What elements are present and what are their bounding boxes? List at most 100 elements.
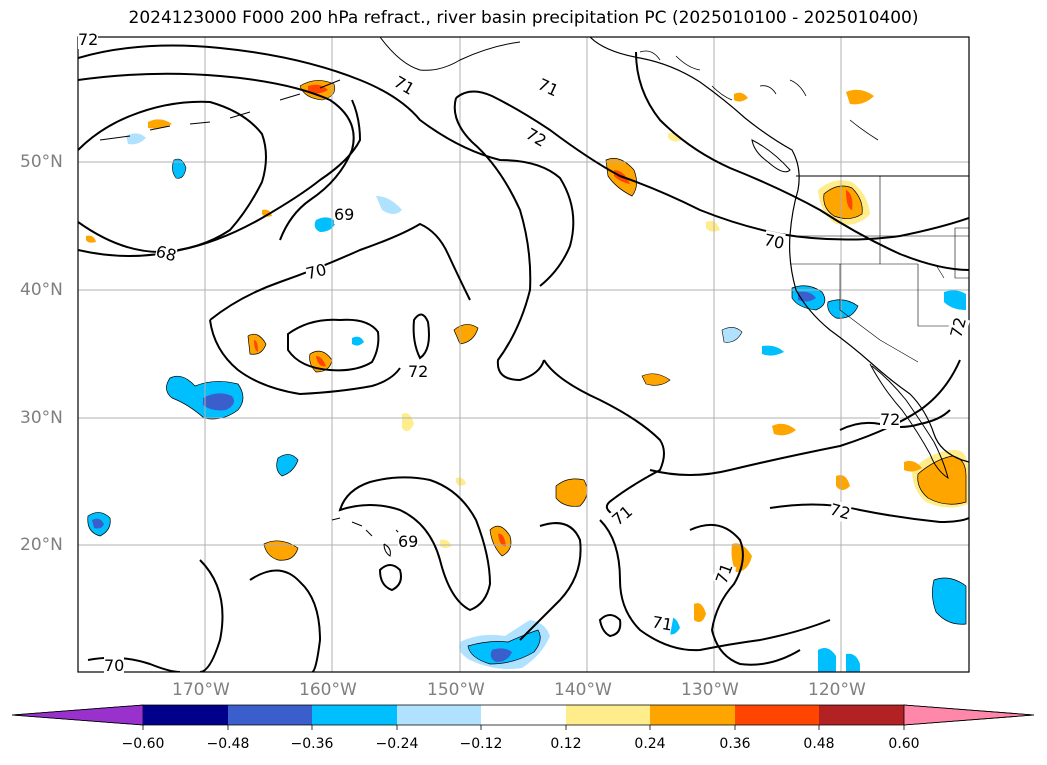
colorbar-tick-label: 0.60 [888,736,920,752]
contour-line [412,313,430,360]
colorbar-extend-high [903,704,1035,726]
precip-patch [932,577,967,625]
lon-label-170w: 170°W [172,680,230,700]
contour-line [689,523,801,666]
contour-label: 69 [334,205,355,224]
colorbar [11,704,1035,730]
colorbar-tick-label: −0.24 [375,736,419,752]
precip-patch [904,460,922,472]
precip-patch [706,221,720,232]
contour-line [209,222,471,321]
precip-patch [668,132,682,142]
contour-line [338,476,492,612]
contour-line [78,72,355,241]
contour-line [769,503,969,524]
precip-patch [498,533,506,547]
precip-patch [314,217,336,232]
contour-line [78,99,362,257]
lon-label-140w: 140°W [554,680,612,700]
precip-patch [823,185,863,219]
precip-patches [86,80,968,672]
precip-patch [254,340,258,352]
state-borders [790,176,969,363]
colorbar-segment [819,705,904,725]
alaska-coast [379,37,521,71]
precip-patch [262,209,272,217]
contour-label: 72 [408,362,429,381]
colorbar-segment [650,705,735,725]
colorbar-tick-label: 0.36 [719,736,751,752]
precip-patch [734,92,748,102]
contour-line [199,559,224,672]
precip-patch [86,235,96,243]
contour-line [209,319,401,396]
colorbar-tick-label: 0.48 [803,736,835,752]
precip-patch [555,478,588,507]
precip-patch [694,603,706,622]
precip-patch [641,373,671,386]
vancouver-island [751,139,791,173]
colorbar-tick-label: −0.60 [121,736,165,752]
lat-label-30n: 30°N [20,408,63,428]
precip-patch [402,413,414,432]
precip-patch [846,190,853,210]
lon-label-130w: 130°W [681,680,739,700]
colorbar-segment [228,705,312,725]
precip-patch [490,648,512,662]
precip-patch [762,345,784,356]
contour-line [599,519,831,652]
lat-label-50n: 50°N [20,152,63,172]
map-frame [77,36,970,673]
contour-label: 72 [78,30,99,49]
precip-patch [944,290,966,310]
precip-patch [827,299,859,319]
precip-patch [846,653,860,672]
precip-patch [917,455,967,505]
precip-patch [92,518,104,529]
contour-line [519,522,582,641]
precip-patch [453,324,479,345]
contour-line [78,44,575,287]
lon-label-120w: 120°W [808,680,866,700]
precip-patch [352,336,364,346]
contour-label: 70 [762,230,787,253]
colorbar-tick-label: −0.48 [206,736,250,752]
precip-patch [818,648,836,672]
precip-patch [263,540,299,561]
colorbar-segment [481,705,566,725]
contour-label: 71 [650,612,674,635]
contour-line [453,97,545,382]
precip-patch [172,158,187,179]
precip-patch [440,539,452,548]
precip-patch [316,356,326,367]
colorbar-segment [143,705,228,725]
colorbar-segment [735,705,819,725]
contour-line [78,100,267,254]
colorbar-tick-label: 0.24 [634,736,666,752]
precip-patch [846,89,874,105]
hawaii-islands [331,517,403,557]
lat-label-20n: 20°N [20,535,63,555]
contour-line [635,51,969,271]
colorbar-segment [566,705,650,725]
contour-line [87,656,181,672]
lat-label-40n: 40°N [20,280,63,300]
precip-patch [276,454,299,477]
precip-patch [798,291,816,302]
contour-line [598,614,622,638]
contour-line [378,564,402,592]
precip-patch [772,423,796,436]
lon-label-150w: 150°W [427,680,485,700]
colorbar-segment [397,705,481,725]
lon-label-160w: 160°W [299,680,357,700]
precip-patch [836,475,850,490]
colorbar-segment [312,705,397,725]
precip-patch [456,477,466,486]
contour-label: 69 [398,532,419,551]
contour-line [249,569,322,672]
contour-line [287,318,380,372]
map-title: 2024123000 F000 200 hPa refract., river … [128,8,919,28]
contour-label: 70 [104,656,125,675]
contour-line [543,359,665,517]
